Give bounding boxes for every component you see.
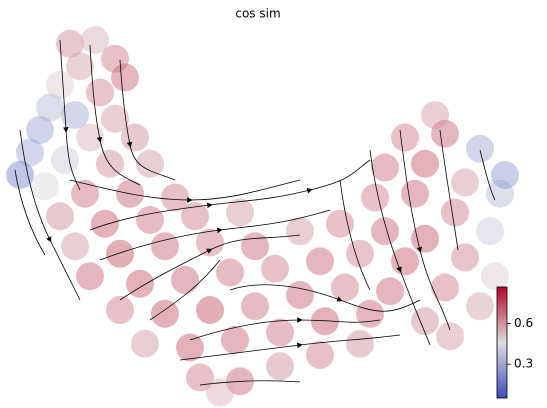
streamlines [14,39,496,386]
point [206,378,234,407]
point [91,209,119,238]
point [6,161,34,189]
point [36,93,64,122]
point [101,104,129,133]
point [151,299,179,328]
point [371,217,399,246]
point [16,138,44,167]
point [421,101,449,129]
point [61,101,89,129]
point [466,292,494,321]
point [196,228,224,257]
point [76,262,104,291]
point [176,333,204,362]
point [466,134,494,163]
point [136,206,164,234]
point [451,168,479,197]
chart-title: cos sim [235,7,280,21]
points [6,26,519,407]
point [476,217,504,246]
point [26,116,54,144]
point [441,198,469,227]
point [491,161,519,189]
point [181,202,209,231]
point [356,299,384,328]
point [66,52,94,81]
point [106,296,134,324]
point [151,232,179,261]
point [486,179,514,208]
colorbar-ticks: 0.3 0.6 [507,316,533,371]
point [436,322,464,351]
point [241,232,269,261]
point [361,183,389,212]
point [136,149,164,178]
point [391,247,419,276]
point [266,318,294,347]
point [451,243,479,272]
point [326,209,354,238]
point [216,258,244,287]
point [101,44,129,73]
point [96,149,124,178]
point [306,247,334,276]
point [346,329,374,358]
point [311,307,339,336]
point [346,239,374,268]
point [126,269,154,298]
colorbar-tick-label: 0.3 [514,357,533,371]
point [61,232,89,261]
point [56,29,84,58]
point [51,146,79,174]
point [171,266,199,294]
point [111,63,139,92]
point [371,153,399,182]
point [331,273,359,302]
point [31,172,59,201]
point [266,352,294,381]
point [121,123,149,152]
point [131,329,159,358]
point [481,262,509,291]
point [411,307,439,336]
point [161,183,189,212]
point [391,123,419,152]
point [221,326,249,354]
point [411,149,439,178]
point [76,123,104,152]
point [196,296,224,324]
point [86,78,114,107]
point [46,202,74,231]
point [46,71,74,99]
point [431,119,459,148]
point [261,254,289,283]
point [376,277,404,306]
point [286,217,314,246]
point [81,26,109,54]
point [431,273,459,302]
colorbar [496,286,508,399]
point [241,292,269,321]
point [306,341,334,369]
point [401,179,429,208]
point [286,281,314,309]
point [106,239,134,268]
colorbar-tick-label: 0.6 [514,316,533,330]
point [411,224,439,253]
